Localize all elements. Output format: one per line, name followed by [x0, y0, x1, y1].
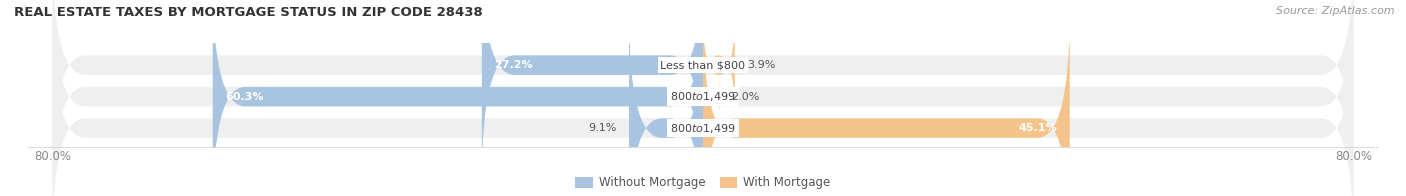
FancyBboxPatch shape [52, 0, 1354, 196]
Text: $800 to $1,499: $800 to $1,499 [671, 122, 735, 135]
Text: $800 to $1,499: $800 to $1,499 [671, 90, 735, 103]
Text: Less than $800: Less than $800 [661, 60, 745, 70]
FancyBboxPatch shape [52, 12, 1354, 196]
FancyBboxPatch shape [703, 14, 735, 117]
Legend: Without Mortgage, With Mortgage: Without Mortgage, With Mortgage [571, 172, 835, 194]
FancyBboxPatch shape [703, 75, 720, 118]
FancyBboxPatch shape [482, 0, 703, 181]
Text: 2.0%: 2.0% [731, 92, 759, 102]
FancyBboxPatch shape [703, 12, 1070, 196]
Text: 27.2%: 27.2% [494, 60, 533, 70]
Text: 60.3%: 60.3% [225, 92, 263, 102]
FancyBboxPatch shape [212, 0, 703, 196]
Text: 9.1%: 9.1% [589, 123, 617, 133]
FancyBboxPatch shape [52, 0, 1354, 181]
Text: 45.1%: 45.1% [1019, 123, 1057, 133]
Text: Source: ZipAtlas.com: Source: ZipAtlas.com [1277, 6, 1395, 16]
Text: 3.9%: 3.9% [747, 60, 775, 70]
FancyBboxPatch shape [628, 12, 703, 196]
Text: REAL ESTATE TAXES BY MORTGAGE STATUS IN ZIP CODE 28438: REAL ESTATE TAXES BY MORTGAGE STATUS IN … [14, 6, 482, 19]
